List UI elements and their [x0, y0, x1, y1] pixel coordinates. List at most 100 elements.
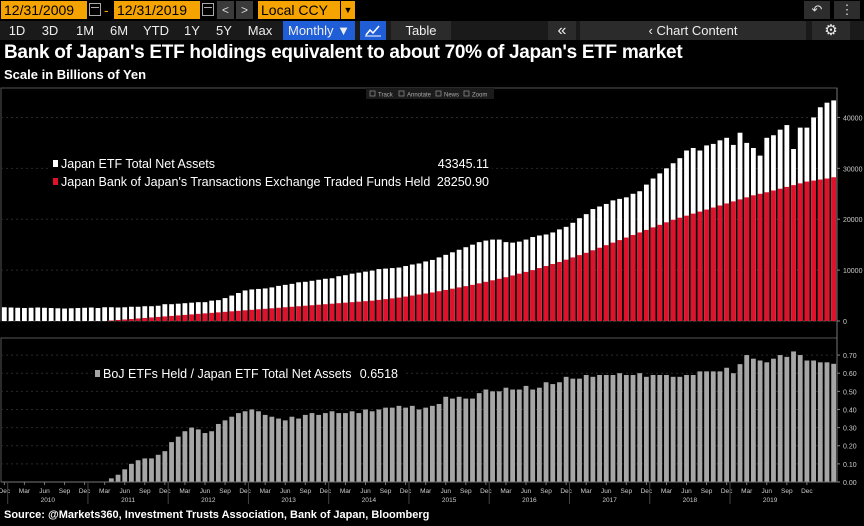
- frequency-select[interactable]: Monthly ▼: [283, 21, 355, 40]
- x-month-label: Dec: [480, 488, 492, 495]
- x-month-label: Mar: [179, 488, 191, 495]
- total-assets-swatch: [53, 160, 58, 167]
- boj-holdings-bar: [249, 309, 255, 321]
- boj-holdings-bar: [704, 209, 709, 321]
- ratio-bar: [169, 442, 174, 482]
- ratio-bar: [684, 375, 689, 482]
- ratio-bar: [336, 413, 342, 482]
- chart-content-button[interactable]: ‹ Chart Content: [580, 21, 806, 40]
- calendar-icon[interactable]: [89, 3, 101, 16]
- period-ytd-button[interactable]: YTD: [143, 23, 169, 38]
- total-assets-bar: [490, 239, 495, 321]
- total-assets-bar: [42, 307, 47, 321]
- ratio-bar: [189, 427, 195, 482]
- tool-zoom: Zoom: [472, 93, 487, 99]
- line-chart-icon[interactable]: [360, 21, 386, 40]
- boj-holdings-bar: [389, 298, 395, 321]
- boj-holdings-bar: [175, 315, 181, 321]
- boj-holdings-bar: [710, 207, 716, 321]
- boj-holdings-bar: [724, 203, 730, 321]
- x-month-label: Dec: [320, 488, 332, 495]
- more-menu-button[interactable]: ⋮: [834, 1, 860, 19]
- boj-holdings-bar: [717, 205, 723, 321]
- top-tick-label: 40000: [843, 115, 863, 122]
- x-month-label: Dec: [641, 488, 653, 495]
- total-assets-bar: [82, 307, 88, 321]
- total-assets-bar: [443, 254, 449, 321]
- boj-holdings-bar: [356, 301, 362, 321]
- total-assets-bar: [215, 300, 221, 321]
- ratio-bar: [697, 371, 703, 482]
- ratio-bar: [416, 409, 422, 482]
- total-assets-bar: [149, 306, 154, 321]
- period-1d-button[interactable]: 1D: [8, 23, 26, 38]
- boj-holdings-bar: [396, 297, 402, 321]
- x-month-label: Dec: [159, 488, 171, 495]
- boj-holdings-bar: [697, 211, 703, 321]
- boj-holdings-bar: [195, 313, 201, 321]
- total-assets-bar: [396, 267, 402, 321]
- start-date-input[interactable]: 12/31/2009: [1, 1, 87, 19]
- ratio-bar: [496, 391, 502, 482]
- ratio-bar: [804, 360, 810, 482]
- boj-holdings-bar: [209, 312, 215, 321]
- chevron-down-icon[interactable]: ▼: [340, 1, 355, 19]
- total-assets-bar: [108, 307, 114, 321]
- chart-area[interactable]: 0 10000 20000 30000 40000 0.00 0.10 0.20 0.30 0.4…: [0, 86, 864, 508]
- boj-holdings-bar: [162, 316, 168, 321]
- x-month-label: Mar: [661, 488, 673, 495]
- undo-button[interactable]: ↶: [804, 1, 830, 19]
- period-1y-button[interactable]: 1Y: [184, 23, 200, 38]
- boj-holdings-bar: [610, 242, 616, 321]
- calendar-icon[interactable]: [202, 3, 214, 16]
- boj-holdings-bar: [603, 245, 609, 321]
- x-month-label: Jun: [601, 488, 612, 495]
- currency-select[interactable]: Local CCY: [258, 1, 340, 19]
- table-button[interactable]: Table: [391, 21, 451, 40]
- total-assets-bar: [470, 244, 475, 321]
- ratio-bar: [744, 355, 750, 482]
- ratio-bar: [195, 429, 201, 482]
- prev-period-button[interactable]: <: [217, 1, 234, 19]
- x-month-label: Jun: [200, 488, 211, 495]
- ratio-bar: [135, 460, 141, 482]
- boj-holdings-bar: [336, 303, 342, 321]
- ratio-bar: [657, 375, 663, 482]
- ratio-bar: [316, 414, 322, 482]
- total-assets-bar: [102, 307, 108, 321]
- x-year-label: 2015: [442, 497, 457, 504]
- ratio-bar: [811, 360, 816, 482]
- period-3d-button[interactable]: 3D: [41, 23, 59, 38]
- boj-holdings-bar: [777, 188, 783, 321]
- boj-holdings-bar: [222, 311, 228, 321]
- ratio-bar: [557, 382, 562, 482]
- ratio-bar: [423, 407, 429, 482]
- bottom-tick-label: 0.10: [843, 462, 857, 469]
- period-5y-button[interactable]: 5Y: [216, 23, 232, 38]
- ratio-bar: [530, 389, 536, 482]
- settings-gear-icon[interactable]: ⚙: [812, 21, 850, 40]
- ratio-bar: [450, 398, 455, 482]
- x-year-label: 2018: [683, 497, 698, 504]
- total-assets-bar: [202, 302, 208, 321]
- boj-holdings-bar: [496, 278, 502, 321]
- ratio-bar: [617, 373, 623, 482]
- ratio-bar: [409, 405, 415, 482]
- ratio-bar: [463, 398, 469, 482]
- end-date-input[interactable]: 12/31/2019: [114, 1, 200, 19]
- period-6m-button[interactable]: 6M: [109, 23, 129, 38]
- boj-holdings-bar: [557, 261, 562, 321]
- total-assets-bar: [356, 272, 362, 321]
- ratio-bar: [289, 416, 295, 482]
- total-assets-bar: [302, 281, 308, 321]
- period-max-button[interactable]: Max: [247, 23, 273, 38]
- x-month-label: Sep: [460, 488, 472, 495]
- x-month-label: Sep: [701, 488, 713, 495]
- total-assets-bar: [48, 308, 54, 321]
- next-period-button[interactable]: >: [236, 1, 253, 19]
- collapse-panel-button[interactable]: «: [548, 21, 576, 40]
- boj-holdings-bar: [784, 186, 790, 321]
- period-1m-button[interactable]: 1M: [75, 23, 95, 38]
- boj-holdings-bar: [577, 255, 582, 321]
- boj-holdings-bar: [108, 320, 114, 321]
